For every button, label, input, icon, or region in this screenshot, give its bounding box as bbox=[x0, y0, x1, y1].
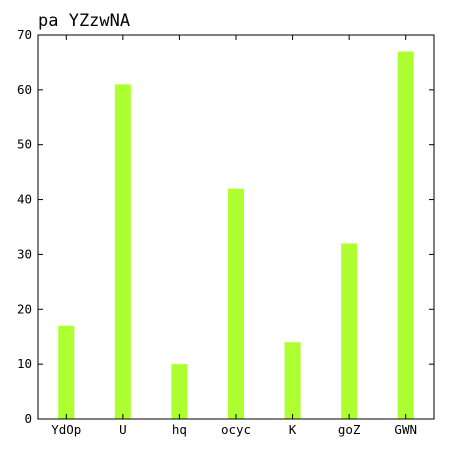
bars-layer bbox=[58, 51, 414, 419]
x-tick-label-hq: hq bbox=[172, 422, 187, 437]
bar-hq bbox=[171, 364, 188, 419]
bar-GWN bbox=[397, 51, 414, 419]
bar-ocyc bbox=[228, 188, 244, 419]
bar-K bbox=[284, 342, 301, 419]
y-tick-label: 20 bbox=[17, 301, 32, 316]
x-tick-label-ocyc: ocyc bbox=[221, 422, 251, 437]
x-tick-label-goZ: goZ bbox=[338, 422, 361, 437]
bar-U bbox=[114, 84, 131, 419]
y-tick-label: 70 bbox=[17, 27, 32, 42]
bar-goZ bbox=[341, 243, 358, 419]
y-tick-label: 10 bbox=[17, 356, 32, 371]
x-tick-label-U: U bbox=[119, 422, 127, 437]
x-tick-label-GWN: GWN bbox=[394, 422, 417, 437]
chart-title: pa YZzwNA bbox=[38, 11, 130, 31]
x-tick-label-K: K bbox=[289, 422, 297, 437]
y-tick-label: 30 bbox=[17, 246, 32, 261]
x-tick-label-YdOp: YdOp bbox=[51, 422, 81, 437]
y-tick-label: 50 bbox=[17, 137, 32, 152]
bar-YdOp bbox=[58, 325, 75, 419]
y-tick-label: 40 bbox=[17, 192, 32, 207]
y-tick-label: 0 bbox=[24, 411, 32, 426]
y-tick-label: 60 bbox=[17, 82, 32, 97]
